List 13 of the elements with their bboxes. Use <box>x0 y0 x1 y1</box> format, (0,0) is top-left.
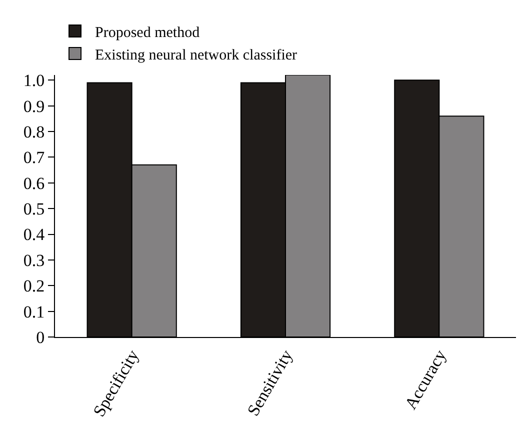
legend-label: Proposed method <box>95 24 200 41</box>
y-tick-label: 0.5 <box>23 200 45 219</box>
y-tick-label: 0.9 <box>23 96 45 116</box>
y-tick-label: 0.6 <box>23 174 45 193</box>
y-tick-label: 1.0 <box>23 71 45 90</box>
y-tick-label: 0 <box>36 328 45 347</box>
y-tick-label: 0.3 <box>23 250 45 270</box>
y-tick-label: 0.8 <box>23 122 45 142</box>
y-tick-label: 0.4 <box>23 225 46 244</box>
y-tick-label: 0.2 <box>23 276 45 296</box>
y-tick-label: 0.1 <box>23 302 45 322</box>
y-tick-label: 0.7 <box>23 148 46 168</box>
legend-label: Existing neural network classifier <box>95 47 298 64</box>
